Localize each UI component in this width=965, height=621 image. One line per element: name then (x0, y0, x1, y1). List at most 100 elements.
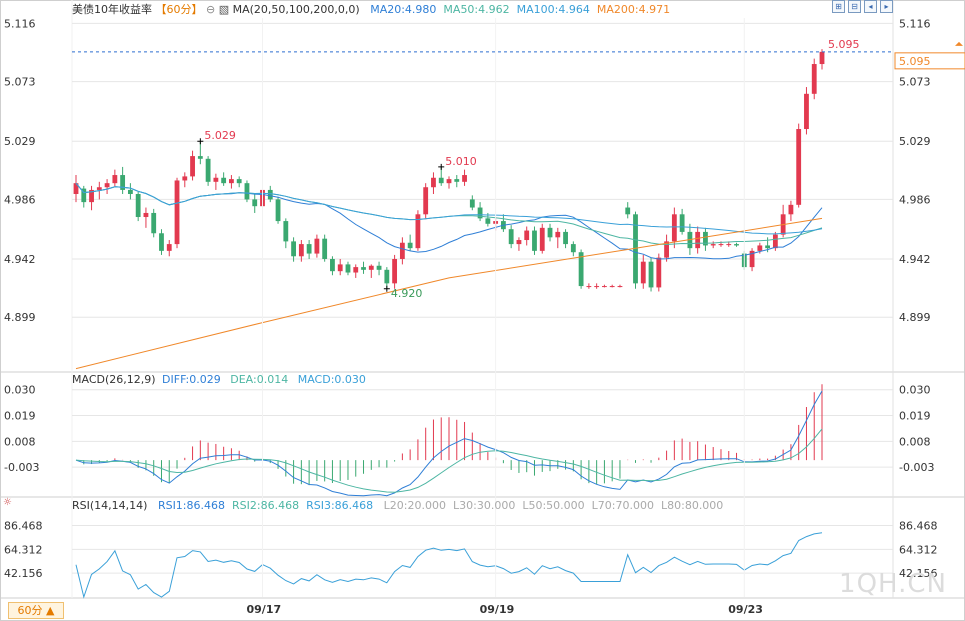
candle-56 (508, 229, 514, 245)
candle-64 (570, 244, 576, 253)
macd-tick-right-1: 0.019 (899, 410, 931, 423)
candle-41 (392, 258, 398, 284)
candle-9 (143, 212, 149, 218)
settings-icon[interactable]: ⊖ (206, 3, 216, 16)
rsi-level-3: L70:70.000 (591, 499, 654, 512)
macd-tick-left-1: 0.019 (4, 410, 36, 423)
candle-10 (151, 212, 157, 234)
macd-dea: DEA:0.014 (230, 373, 289, 386)
candle-93 (796, 129, 802, 205)
candle-82 (710, 244, 716, 246)
price-tick-right-1: 5.073 (899, 76, 931, 89)
price-tick-right-2: 5.029 (899, 135, 931, 148)
rsi-tick-right-2: 42.156 (899, 567, 938, 580)
candle-89 (765, 245, 771, 249)
candle-40 (384, 269, 390, 284)
candle-53 (485, 218, 491, 224)
up-arrow-icon (955, 41, 963, 46)
scroll-left-icon[interactable]: ◂ (864, 0, 877, 13)
candle-38 (368, 265, 374, 270)
scroll-right-icon[interactable]: ▸ (880, 0, 893, 13)
candle-28 (291, 241, 296, 257)
zoom-out-icon[interactable]: ⊟ (848, 0, 861, 13)
rsi-value-0: RSI1:86.468 (157, 499, 226, 512)
watermark: 1QH.CN (839, 569, 947, 599)
candle-79 (687, 231, 693, 249)
last-price-label: 5.095 (828, 38, 860, 51)
price-tick-right-3: 4.986 (899, 193, 931, 206)
candle-0 (73, 183, 79, 194)
candle-27 (283, 221, 289, 242)
candle-17 (205, 158, 211, 182)
candle-52 (477, 207, 483, 219)
macd-tick-left-3: -0.003 (4, 461, 39, 474)
annotation-marker-1 (438, 163, 445, 170)
zoom-in-icon[interactable]: ⊞ (832, 0, 845, 13)
candle-31 (314, 238, 320, 254)
macd-tick-right-0: 0.030 (899, 384, 931, 397)
candle-26 (275, 199, 281, 222)
macd-diff-line (75, 390, 823, 497)
candle-25 (267, 189, 273, 200)
timeframe-button[interactable]: 60分 ▲ (8, 602, 64, 619)
macd-dea-line (75, 428, 823, 493)
candle-5 (112, 175, 118, 184)
candle-2 (89, 189, 94, 203)
candle-71 (625, 207, 631, 215)
rsi-line (75, 532, 823, 599)
chart-title: 美债10年收益率 (72, 3, 152, 16)
candle-49 (454, 179, 460, 182)
candle-62 (555, 231, 561, 238)
sun-icon[interactable]: ☼ (3, 497, 12, 508)
candle-18 (213, 177, 219, 182)
candle-94 (804, 93, 809, 130)
candle-60 (539, 227, 545, 251)
candle-80 (695, 231, 701, 249)
candle-42 (399, 242, 405, 259)
candle-74 (648, 261, 654, 288)
ma200-line (75, 217, 823, 370)
price-tick-right-0: 5.116 (899, 17, 931, 30)
rsi-tick-left-1: 64.312 (4, 543, 43, 556)
annotation-2: 4.920 (391, 287, 423, 300)
rsi-tick-left-2: 42.156 (4, 567, 43, 580)
candle-13 (174, 180, 180, 245)
price-tick-left-2: 5.029 (4, 135, 36, 148)
candle-95 (811, 64, 817, 94)
candle-48 (446, 179, 452, 184)
candle-66 (586, 286, 592, 288)
candle-37 (361, 267, 366, 270)
candle-81 (703, 231, 708, 246)
rsi-level-2: L50:50.000 (522, 499, 585, 512)
candle-36 (353, 267, 359, 273)
candle-96 (819, 51, 825, 65)
annotation-marker-0 (197, 138, 204, 145)
ma-value-1: MA50:4.962 (443, 3, 510, 16)
candle-6 (120, 175, 126, 190)
candle-92 (788, 204, 794, 215)
rsi-level-0: L20:20.000 (383, 499, 446, 512)
candle-34 (337, 264, 343, 272)
last-price-tag: 5.095 (899, 55, 931, 68)
macd-label: MACD(26,12,9) (72, 373, 156, 386)
candle-23 (252, 199, 258, 207)
rsi-level-4: L80:80.000 (660, 499, 724, 512)
candle-8 (135, 194, 141, 218)
candle-4 (104, 183, 110, 188)
candle-47 (438, 177, 444, 184)
annotation-0: 5.029 (204, 129, 236, 142)
candle-33 (330, 258, 335, 272)
candle-16 (197, 156, 203, 159)
macd-value: MACD:0.030 (297, 373, 366, 386)
macd-tick-left-0: 0.030 (4, 384, 36, 397)
candle-69 (609, 286, 615, 288)
candle-21 (236, 179, 242, 184)
rsi-value-2: RSI3:86.468 (306, 499, 374, 512)
candle-29 (298, 244, 304, 257)
price-tick-right-4: 4.942 (899, 253, 931, 266)
price-tick-left-4: 4.942 (4, 253, 36, 266)
macd-tick-right-2: 0.008 (899, 435, 931, 448)
candle-59 (532, 230, 537, 251)
candle-85 (734, 244, 739, 246)
